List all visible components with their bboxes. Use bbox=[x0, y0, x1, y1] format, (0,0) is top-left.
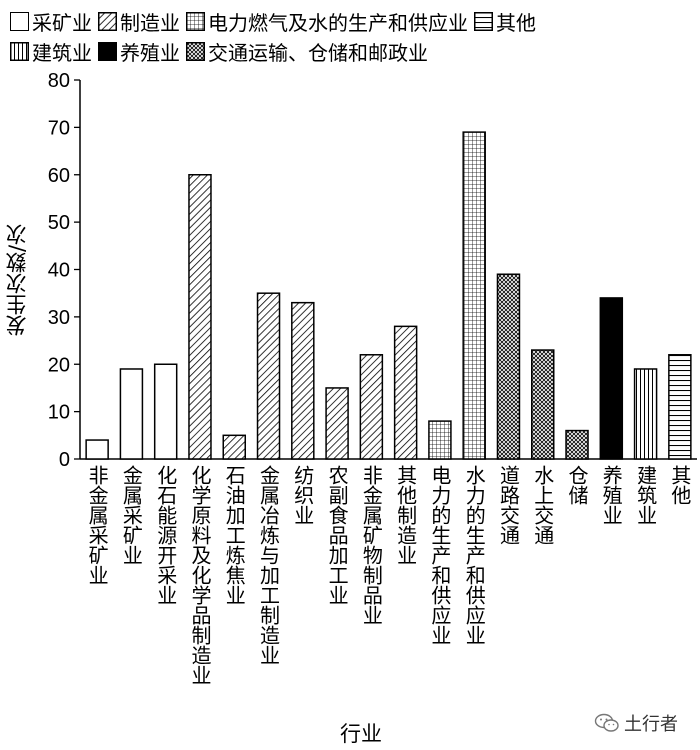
legend-item-breeding: 养殖业 bbox=[98, 37, 180, 66]
x-tick-label-11: 水力的生产和供应业 bbox=[462, 465, 486, 645]
x-tick-label-17: 其他 bbox=[668, 465, 692, 505]
legend-item-transport: 交通运输、仓储和邮政业 bbox=[186, 37, 428, 66]
bar-9 bbox=[393, 325, 418, 460]
legend-label-construction: 建筑业 bbox=[32, 40, 92, 65]
watermark: 土行者 bbox=[594, 710, 678, 736]
x-tick-label-0: 非金属采矿业 bbox=[85, 465, 109, 585]
legend-label-utilities: 电力燃气及水的生产和供应业 bbox=[208, 10, 468, 35]
legend-label-breeding: 养殖业 bbox=[120, 40, 180, 65]
bar-2 bbox=[153, 363, 178, 460]
y-tick-label: 60 bbox=[48, 165, 70, 187]
bar-11 bbox=[462, 131, 486, 460]
legend-swatch-mining bbox=[10, 11, 29, 31]
watermark-text: 土行者 bbox=[624, 714, 678, 735]
bar-8 bbox=[359, 354, 384, 460]
legend-swatch-transport bbox=[186, 41, 205, 61]
legend-row-2: 建筑业 养殖业 交通运输、仓储和邮政业 bbox=[10, 36, 700, 66]
legend-label-other: 其他 bbox=[496, 10, 536, 35]
x-tick-label-8: 非金属矿物制品业 bbox=[359, 465, 383, 625]
bar-17 bbox=[668, 354, 692, 460]
y-tick-label: 10 bbox=[48, 402, 70, 424]
bar-1 bbox=[119, 368, 144, 460]
legend-swatch-breeding bbox=[98, 41, 117, 61]
legend-swatch-manufacturing bbox=[98, 11, 117, 31]
axes: 0 10 20 30 40 50 60 70 80 bbox=[48, 70, 697, 471]
bar-7 bbox=[325, 387, 349, 460]
bar-15 bbox=[599, 297, 624, 460]
x-tick-label-1: 金属采矿业 bbox=[119, 465, 143, 565]
x-tick-label-7: 农副食品加工业 bbox=[325, 465, 349, 605]
legend-item-mining: 采矿业 bbox=[10, 7, 92, 36]
x-tick-label-16: 建筑业 bbox=[634, 465, 658, 525]
legend: 采矿业 制造业 电力燃气及水的生产和供应业 其他 建筑业 养殖业 交通运输、仓储… bbox=[10, 6, 700, 66]
y-tick-label: 20 bbox=[48, 354, 70, 376]
legend-item-construction: 建筑业 bbox=[10, 37, 92, 66]
bar-3 bbox=[188, 174, 212, 460]
legend-label-manufacturing: 制造业 bbox=[120, 10, 180, 35]
legend-row-1: 采矿业 制造业 电力燃气及水的生产和供应业 其他 bbox=[10, 6, 700, 36]
y-tick-label: 70 bbox=[48, 117, 70, 139]
bar-5 bbox=[256, 292, 281, 460]
x-tick-label-2: 化石能源开采业 bbox=[154, 465, 178, 605]
x-tick-label-13: 水上交通 bbox=[531, 465, 555, 545]
bar-16 bbox=[633, 368, 658, 460]
x-tick-label-15: 养殖业 bbox=[599, 465, 623, 525]
legend-label-mining: 采矿业 bbox=[32, 10, 92, 35]
y-tick-label: 30 bbox=[48, 307, 70, 329]
x-axis-title: 行业 bbox=[340, 722, 382, 746]
bar-10 bbox=[428, 420, 452, 460]
legend-item-manufacturing: 制造业 bbox=[98, 7, 180, 36]
y-tick-label: 50 bbox=[48, 212, 70, 234]
legend-swatch-utilities bbox=[186, 11, 205, 31]
x-tick-label-6: 纺织业 bbox=[291, 465, 315, 525]
y-tick-label: 80 bbox=[48, 70, 70, 92]
legend-item-other: 其他 bbox=[474, 7, 536, 36]
x-tick-label-3: 化学原料及化学品制造业 bbox=[188, 465, 212, 685]
legend-swatch-other bbox=[474, 11, 493, 31]
wechat-icon bbox=[594, 713, 619, 732]
x-tick-label-12: 道路交通 bbox=[496, 465, 520, 545]
y-tick-label: 40 bbox=[48, 260, 70, 282]
legend-label-transport: 交通运输、仓储和邮政业 bbox=[208, 40, 428, 65]
x-tick-labels: 非金属采矿业 金属采矿业 化石能源开采业 化学原料及化学品制造业 石油加工炼焦业 金属冶炼… bbox=[85, 465, 692, 685]
bar-0 bbox=[85, 439, 109, 460]
x-tick-label-9: 其他制造业 bbox=[394, 465, 418, 565]
y-tick-label: 0 bbox=[59, 449, 70, 471]
legend-item-utilities: 电力燃气及水的生产和供应业 bbox=[186, 7, 468, 36]
legend-swatch-construction bbox=[10, 41, 29, 61]
bar-6 bbox=[291, 301, 315, 460]
x-tick-label-5: 金属冶炼与加工制造业 bbox=[257, 465, 281, 665]
bar-14 bbox=[565, 429, 589, 460]
bar-4 bbox=[222, 434, 246, 460]
x-tick-label-4: 石油加工炼焦业 bbox=[222, 465, 246, 605]
bar-13 bbox=[531, 349, 555, 460]
bars bbox=[85, 131, 692, 460]
y-axis-title: 发生次数/次 bbox=[5, 223, 29, 337]
bar-12 bbox=[496, 273, 521, 460]
x-tick-label-14: 仓储 bbox=[565, 465, 589, 505]
x-tick-label-10: 电力的生产和供应业 bbox=[428, 465, 452, 645]
